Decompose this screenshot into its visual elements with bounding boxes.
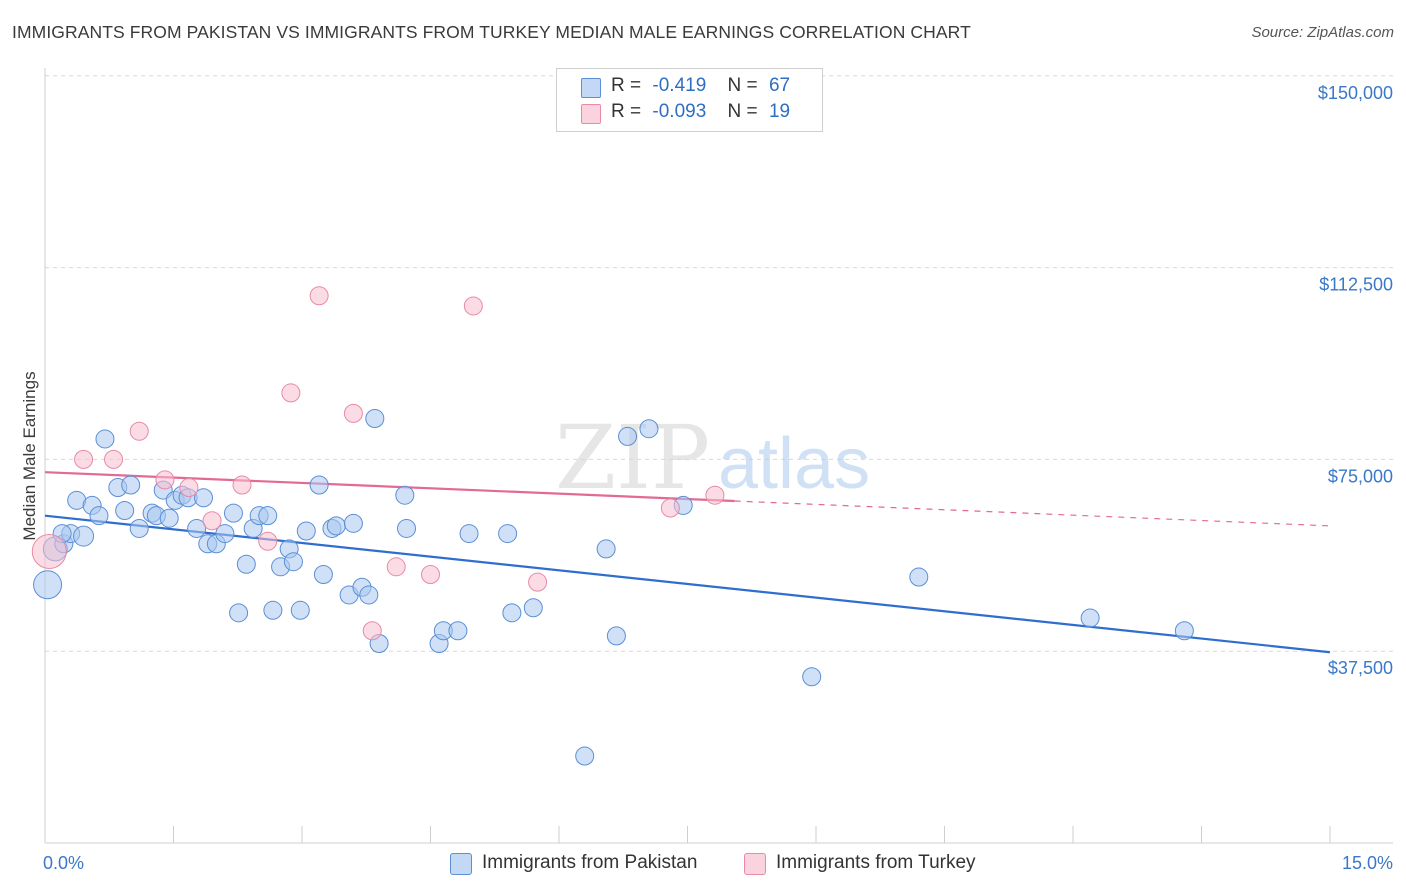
data-point-pakistan bbox=[575, 746, 595, 766]
data-point-turkey bbox=[705, 485, 725, 505]
data-point-turkey bbox=[463, 296, 483, 316]
data-point-pakistan bbox=[448, 621, 468, 641]
data-point-turkey bbox=[258, 531, 278, 551]
data-point-pakistan bbox=[606, 626, 626, 646]
data-point-pakistan bbox=[523, 598, 543, 618]
data-point-turkey bbox=[309, 286, 329, 306]
data-point-pakistan bbox=[187, 518, 207, 538]
data-point-turkey bbox=[129, 421, 149, 441]
data-point-pakistan bbox=[296, 521, 316, 541]
stats-legend-box: R = -0.419 N = 67 R = -0.093 N = 19 bbox=[556, 68, 823, 132]
data-point-turkey bbox=[281, 383, 301, 403]
data-point-pakistan bbox=[313, 564, 333, 584]
grid bbox=[45, 75, 1393, 652]
data-point-turkey bbox=[362, 621, 382, 641]
data-point-turkey bbox=[31, 533, 67, 569]
data-point-pakistan bbox=[802, 667, 822, 687]
data-point-pakistan bbox=[193, 488, 213, 508]
y-tick-label: $150,000 bbox=[1318, 83, 1393, 103]
r-label: R = bbox=[611, 75, 642, 96]
data-point-pakistan bbox=[1174, 621, 1194, 641]
data-point-pakistan bbox=[89, 506, 109, 526]
trend-line-pakistan bbox=[44, 514, 1331, 654]
data-point-pakistan bbox=[129, 518, 149, 538]
data-point-pakistan bbox=[95, 429, 115, 449]
n-value-pakistan: 67 bbox=[768, 75, 791, 96]
watermark: ZIP atlas bbox=[555, 406, 870, 509]
data-point-turkey bbox=[528, 572, 548, 592]
data-point-pakistan bbox=[121, 475, 141, 495]
legend-swatch-turkey bbox=[744, 853, 766, 875]
turkey-swatch bbox=[581, 104, 601, 124]
data-point-pakistan bbox=[359, 585, 379, 605]
n-label: N = bbox=[727, 101, 758, 122]
y-tick-label: $75,000 bbox=[1328, 466, 1393, 486]
data-point-pakistan bbox=[159, 508, 179, 528]
data-point-pakistan bbox=[343, 513, 363, 533]
data-point-pakistan bbox=[365, 408, 385, 428]
r-label: R = bbox=[611, 101, 642, 122]
r-value-pakistan: -0.419 bbox=[652, 75, 707, 96]
data-point-pakistan bbox=[326, 516, 346, 536]
data-point-pakistan bbox=[73, 525, 95, 547]
chart-title: IMMIGRANTS FROM PAKISTAN VS IMMIGRANTS F… bbox=[12, 22, 971, 42]
tick-labels: $37,500 $75,000 $112,500 $150,000 0.0% 15.0% bbox=[43, 83, 1393, 873]
trend-line-turkey-extrapolated bbox=[734, 500, 1331, 527]
data-point-pakistan bbox=[395, 485, 415, 505]
data-point-turkey bbox=[179, 478, 199, 498]
data-point-turkey bbox=[421, 564, 440, 584]
y-tick-label: $37,500 bbox=[1328, 658, 1393, 678]
data-point-pakistan bbox=[236, 554, 256, 574]
data-point-pakistan bbox=[909, 567, 929, 587]
legend-label-pakistan: Immigrants from Pakistan bbox=[482, 852, 698, 873]
y-axis-label: Median Male Earnings bbox=[20, 371, 39, 540]
n-label: N = bbox=[727, 75, 758, 96]
data-point-pakistan bbox=[229, 603, 249, 623]
chart-legend: Immigrants from Pakistan Immigrants from… bbox=[0, 850, 1406, 880]
data-point-pakistan bbox=[618, 426, 638, 446]
watermark-zip: ZIP bbox=[555, 406, 710, 509]
data-point-pakistan bbox=[502, 603, 522, 623]
data-point-pakistan bbox=[596, 539, 616, 559]
data-point-turkey bbox=[660, 498, 680, 518]
r-value-turkey: -0.093 bbox=[652, 101, 707, 122]
data-point-pakistan bbox=[290, 600, 310, 620]
axes bbox=[44, 68, 1393, 844]
data-point-pakistan bbox=[459, 524, 479, 544]
data-point-turkey bbox=[74, 449, 94, 469]
data-point-turkey bbox=[343, 403, 363, 423]
x-tick-label-max: 15.0% bbox=[1342, 853, 1393, 873]
data-point-pakistan bbox=[397, 518, 417, 538]
data-point-pakistan bbox=[223, 503, 243, 523]
data-point-turkey bbox=[155, 470, 175, 490]
pakistan-swatch bbox=[581, 78, 601, 98]
data-point-pakistan bbox=[115, 501, 135, 521]
data-point-turkey bbox=[232, 475, 252, 495]
legend-swatch-pakistan bbox=[450, 853, 472, 875]
legend-label-turkey: Immigrants from Turkey bbox=[776, 852, 976, 873]
data-point-pakistan bbox=[215, 524, 235, 544]
data-point-turkey bbox=[202, 511, 222, 531]
data-point-pakistan bbox=[263, 600, 283, 620]
data-point-turkey bbox=[386, 557, 406, 577]
data-point-pakistan bbox=[1080, 608, 1100, 628]
data-point-pakistan bbox=[258, 506, 278, 526]
data-point-pakistan bbox=[309, 475, 329, 495]
n-value-turkey: 19 bbox=[768, 101, 791, 122]
watermark-atlas: atlas bbox=[718, 424, 870, 504]
data-point-turkey bbox=[104, 449, 124, 469]
data-point-pakistan bbox=[283, 552, 303, 572]
data-point-pakistan bbox=[33, 570, 63, 600]
y-tick-label: $112,500 bbox=[1319, 275, 1393, 295]
data-points bbox=[31, 286, 1194, 766]
chart-source: Source: ZipAtlas.com bbox=[1251, 24, 1394, 41]
data-point-pakistan bbox=[639, 419, 659, 439]
data-point-pakistan bbox=[498, 524, 518, 544]
x-tick-label-min: 0.0% bbox=[43, 853, 84, 873]
